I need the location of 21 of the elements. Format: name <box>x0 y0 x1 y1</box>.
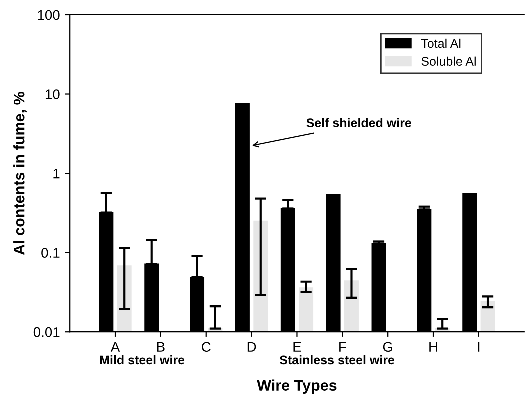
x-tick-label: G <box>383 342 392 352</box>
x-tick-label: D <box>248 342 256 352</box>
x-axis-title: Wire Types <box>257 380 337 394</box>
y-axis-title: Al contents in fume, % <box>14 92 27 256</box>
text: Stainless steel wire <box>280 355 395 365</box>
y-tick-label: 0.01 <box>34 327 60 338</box>
annotation: Self shielded wire <box>306 118 412 128</box>
x-tick-label: A <box>110 342 120 352</box>
text: Mild steel wire <box>100 355 185 365</box>
x-tick-label: I <box>478 342 480 352</box>
y-tick-label: 1 <box>54 169 60 179</box>
legend-label: Soluble Al <box>422 56 476 66</box>
x-tick-label: C <box>202 342 211 352</box>
x-tick-label: F <box>340 342 346 352</box>
x-tick-label: E <box>294 342 302 352</box>
y-tick-label: 100 <box>38 10 60 20</box>
legend-label: Total Al <box>421 38 461 48</box>
x-tick-label: H <box>430 342 438 352</box>
y-tick-label: 0.1 <box>42 248 60 258</box>
x-tick-label: B <box>157 342 165 352</box>
y-tick-label: 10 <box>46 90 60 100</box>
